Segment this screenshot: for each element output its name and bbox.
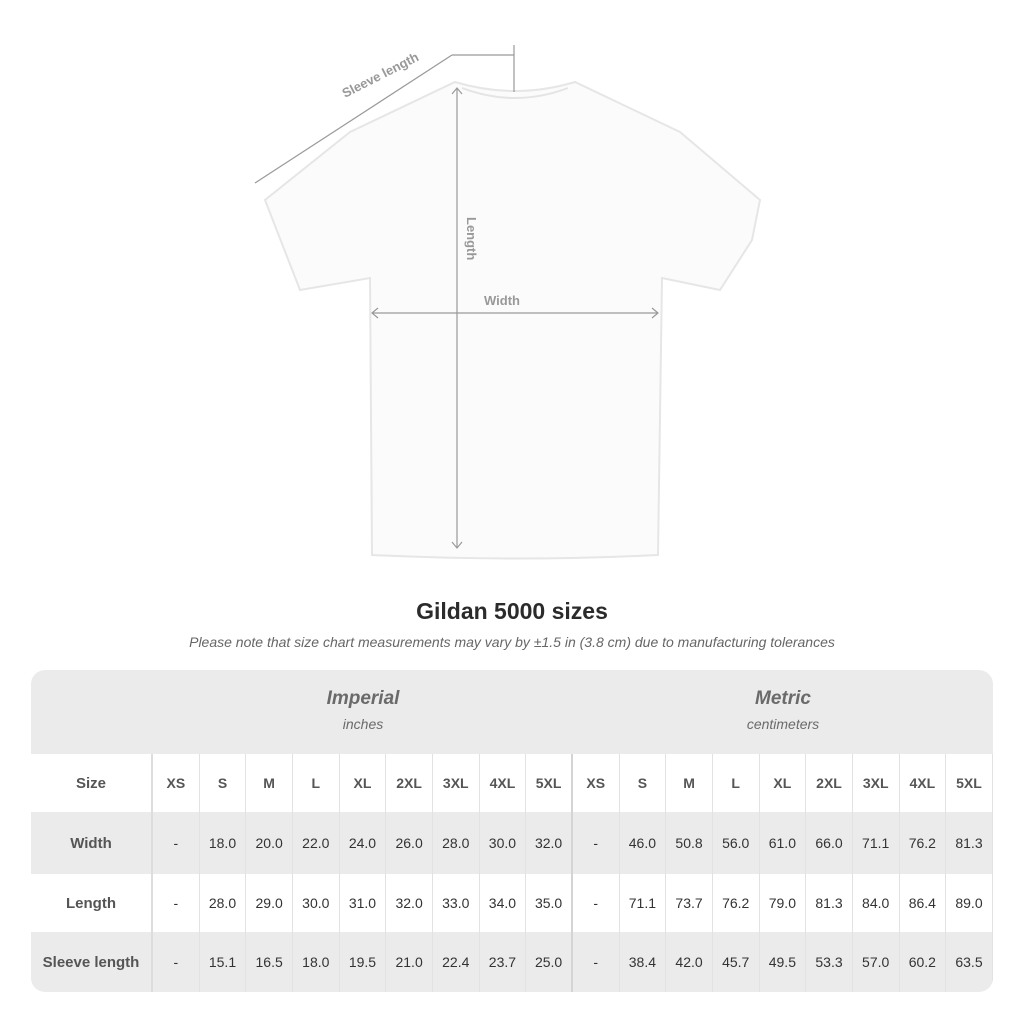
table-cell: M (666, 754, 713, 812)
table-cell: 61.0 (760, 812, 807, 874)
table-cell: 46.0 (620, 812, 667, 874)
table-cell: 33.0 (433, 874, 480, 932)
table-header: Imperial inches Metric centimeters (31, 670, 993, 754)
page-title: Gildan 5000 sizes (416, 598, 608, 624)
table-cell: 49.5 (760, 932, 807, 992)
table-cell: 76.2 (900, 812, 947, 874)
table-row: Sleeve length -15.1 16.5 18.0 19.5 21.0 22.4 23… (31, 932, 993, 992)
group-name: Metric (755, 688, 811, 709)
row-label: Width (31, 812, 153, 874)
imperial-group: Imperial inches (153, 688, 573, 732)
table-cell: 16.5 (246, 932, 293, 992)
table-cell: 71.1 (853, 812, 900, 874)
table-cell: XL (340, 754, 387, 812)
table-cell: 18.0 (293, 932, 340, 992)
table-cell: 53.3 (806, 932, 853, 992)
table-cell: 38.4 (620, 932, 667, 992)
table-cell: 57.0 (853, 932, 900, 992)
table-cell: 71.1 (620, 874, 667, 932)
table-cell: 19.5 (340, 932, 387, 992)
table-cell: XS (573, 754, 620, 812)
table-cell: 32.0 (386, 874, 433, 932)
table-cell: 28.0 (433, 812, 480, 874)
table-cell: M (246, 754, 293, 812)
table-cell: 45.7 (713, 932, 760, 992)
table-cell: - (573, 812, 620, 874)
measurement-lines (254, 45, 659, 549)
table-cell: 30.0 (293, 874, 340, 932)
table-cell: 3XL (853, 754, 900, 812)
length-label: Length (464, 217, 479, 260)
row-label: Length (31, 874, 153, 932)
size-header-row: Size XS S M L XL 2XL 3XL 4XL 5XL XS S M L XL 2XL 3XL 4XL… (31, 754, 993, 812)
table-cell: 60.2 (900, 932, 947, 992)
tshirt-diagram: Sleeve length Length Width (254, 45, 762, 560)
metric-group: Metric centimeters (573, 688, 993, 732)
table-cell: 4XL (480, 754, 527, 812)
table-cell: 86.4 (900, 874, 947, 932)
table-cell: 22.4 (433, 932, 480, 992)
table-cell: - (153, 874, 200, 932)
table-cell: L (713, 754, 760, 812)
table-cell: 79.0 (760, 874, 807, 932)
table-cell: 20.0 (246, 812, 293, 874)
table-cell: 29.0 (246, 874, 293, 932)
table-cell: 26.0 (386, 812, 433, 874)
table-cell: - (153, 932, 200, 992)
table-cell: 42.0 (666, 932, 713, 992)
table-cell: 66.0 (806, 812, 853, 874)
table-cell: 4XL (900, 754, 947, 812)
table-cell: 32.0 (526, 812, 573, 874)
table-cell: 22.0 (293, 812, 340, 874)
group-unit: inches (342, 716, 384, 732)
table-cell: 5XL (946, 754, 993, 812)
table-cell: 24.0 (340, 812, 387, 874)
row-label: Size (31, 754, 153, 812)
table-cell: 81.3 (806, 874, 853, 932)
table-cell: 34.0 (480, 874, 527, 932)
table-cell: 81.3 (946, 812, 993, 874)
table-cell: 30.0 (480, 812, 527, 874)
table-cell: - (573, 874, 620, 932)
table-cell: 50.8 (666, 812, 713, 874)
table-cell: - (573, 932, 620, 992)
row-label: Sleeve length (31, 932, 153, 992)
group-unit: centimeters (746, 716, 820, 732)
table-cell: 31.0 (340, 874, 387, 932)
size-table: Imperial inches Metric centimeters Size … (31, 670, 993, 992)
table-cell: 18.0 (200, 812, 247, 874)
table-cell: XS (153, 754, 200, 812)
table-cell: 21.0 (386, 932, 433, 992)
table-cell: 76.2 (713, 874, 760, 932)
table-cell: 23.7 (480, 932, 527, 992)
table-row: Length -28.0 29.0 30.0 31.0 32.0 33.0 34.0 35.0-… (31, 874, 993, 932)
table-cell: 25.0 (526, 932, 573, 992)
table-cell: 3XL (433, 754, 480, 812)
table-cell: 5XL (526, 754, 573, 812)
table-cell: 73.7 (666, 874, 713, 932)
tolerance-note: Please note that size chart measurements… (189, 634, 835, 650)
table-cell: S (200, 754, 247, 812)
table-row: Width -18.0 20.0 22.0 24.0 26.0 28.0 30.0 32.0-4… (31, 812, 993, 874)
table-cell: - (153, 812, 200, 874)
table-cell: 15.1 (200, 932, 247, 992)
table-cell: 89.0 (946, 874, 993, 932)
table-cell: S (620, 754, 667, 812)
sleeve-length-label: Sleeve length (340, 49, 422, 100)
table-cell: 56.0 (713, 812, 760, 874)
table-cell: 28.0 (200, 874, 247, 932)
table-cell: 35.0 (526, 874, 573, 932)
tshirt-image (263, 80, 762, 560)
table-cell: 2XL (386, 754, 433, 812)
table-cell: XL (760, 754, 807, 812)
group-name: Imperial (326, 688, 400, 709)
width-label: Width (484, 293, 520, 308)
table-cell: 84.0 (853, 874, 900, 932)
table-cell: 2XL (806, 754, 853, 812)
table-cell: 63.5 (946, 932, 993, 992)
table-cell: L (293, 754, 340, 812)
